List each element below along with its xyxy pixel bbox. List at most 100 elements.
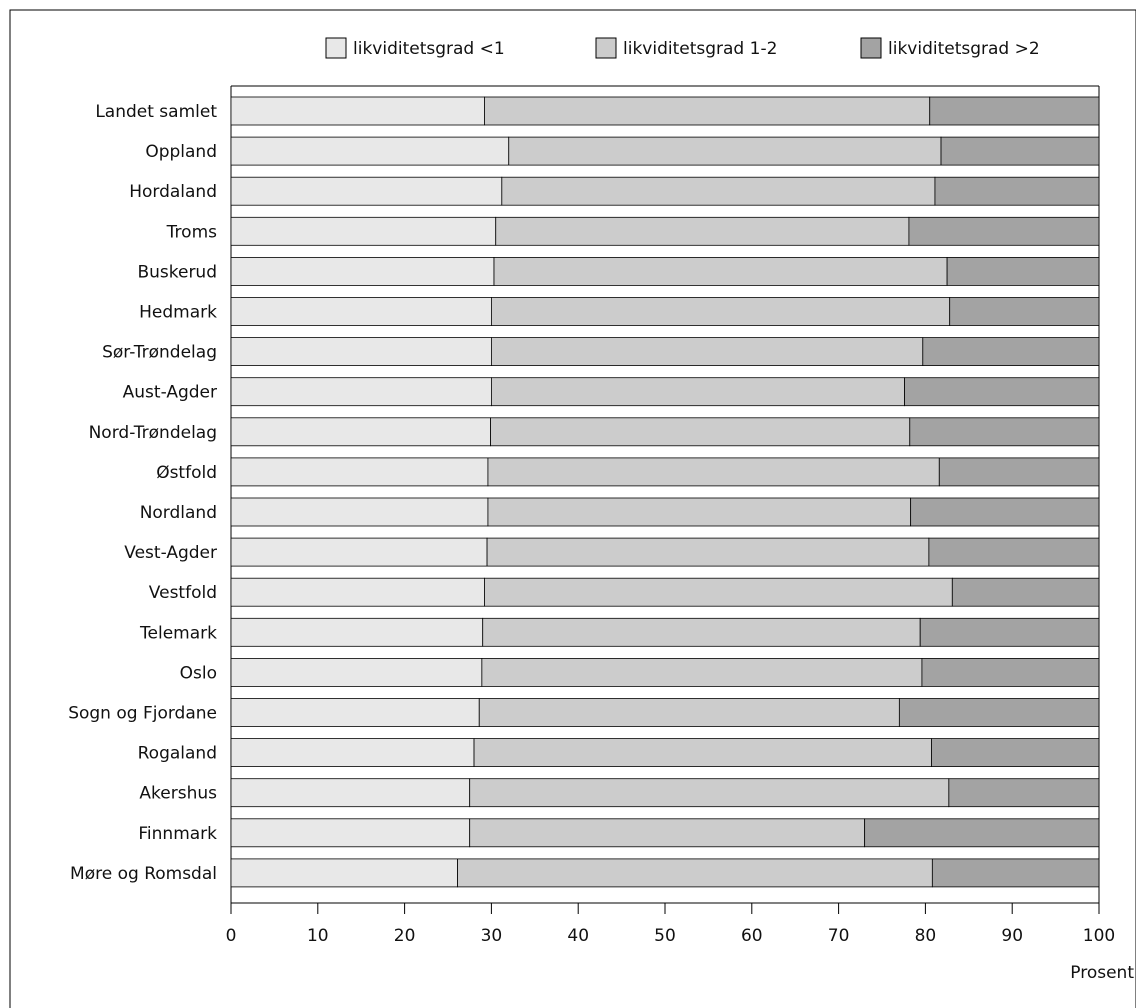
x-tick-label: 90 (1001, 926, 1023, 946)
bar-buskerud-series-1 (230, 256, 495, 286)
bar-akershus-series-1 (230, 778, 471, 808)
bar-møre-og-romsdal-series-2 (457, 858, 933, 888)
category-label: Troms (166, 222, 217, 242)
bar-møre-og-romsdal-series-1 (230, 858, 458, 888)
bar-sør-trøndelag-series-1 (230, 337, 492, 367)
bar-hordaland-series-2 (501, 176, 936, 206)
bar-rogaland-series-1 (230, 738, 475, 767)
category-label: Sør-Trøndelag (102, 343, 217, 363)
bar-nord-trøndelag-series-2 (490, 417, 911, 447)
category-label: Østfold (156, 463, 217, 483)
bar-nordland-series-1 (230, 497, 489, 527)
x-tick-label: 40 (567, 926, 589, 946)
bar-telemark-series-3 (919, 617, 1100, 647)
bar-vestfold-series-1 (230, 577, 485, 607)
bar-sogn-og-fjordane-series-2 (478, 698, 900, 727)
bar-rogaland-series-3 (931, 738, 1100, 767)
bar-telemark-series-2 (482, 617, 921, 647)
category-label: Nord-Trøndelag (89, 423, 217, 443)
category-label: Vestfold (149, 583, 217, 603)
legend-swatch (595, 37, 617, 59)
bar-oppland-series-3 (940, 136, 1100, 166)
legend-label: likviditetsgrad >2 (888, 39, 1040, 59)
category-label: Landet samlet (95, 102, 217, 122)
bar-akershus-series-2 (469, 778, 950, 808)
bar-troms-series-1 (230, 216, 497, 246)
legend-item-likviditetsgrad-lt1: likviditetsgrad <1 (325, 37, 505, 59)
bar-rogaland-series-2 (473, 738, 932, 767)
category-label: Vest-Agder (124, 543, 217, 563)
bar-sør-trøndelag-series-3 (922, 337, 1100, 367)
bar-buskerud-series-3 (946, 256, 1100, 286)
bar-aust-agder-series-2 (490, 377, 905, 407)
x-tick-label: 70 (828, 926, 850, 946)
category-label: Sogn og Fjordane (68, 704, 217, 724)
bar-akershus-series-3 (948, 778, 1100, 808)
legend-label: likviditetsgrad 1-2 (623, 39, 777, 59)
bar-finnmark-series-3 (864, 818, 1100, 848)
bar-nordland-series-2 (487, 497, 912, 527)
bar-telemark-series-1 (230, 617, 484, 647)
bar-hordaland-series-3 (934, 176, 1100, 206)
bar-troms-series-3 (908, 216, 1100, 246)
bar-vestfold-series-3 (951, 577, 1100, 607)
bar-hedmark-series-1 (230, 297, 492, 326)
bar-oppland-series-2 (508, 136, 942, 166)
bar-finnmark-series-1 (230, 818, 471, 848)
bar-oslo-series-2 (481, 658, 923, 687)
bar-landet-samlet-series-1 (230, 96, 485, 126)
x-tick-label: 60 (741, 926, 763, 946)
plot-area: Landet samlet Oppland Hordaland Troms Busker… (68, 85, 1115, 946)
bar-finnmark-series-2 (469, 818, 866, 848)
bar-troms-series-2 (495, 216, 910, 246)
x-tick-label: 20 (394, 926, 416, 946)
category-label: Rogaland (138, 744, 217, 764)
x-tick-label: 100 (1083, 926, 1115, 946)
category-label: Hordaland (129, 182, 217, 202)
bar-oslo-series-3 (921, 658, 1100, 687)
bar-vest-agder-series-2 (486, 537, 930, 567)
category-label: Buskerud (137, 262, 217, 282)
bar-sogn-og-fjordane-series-3 (898, 698, 1100, 727)
category-label: Aust-Agder (123, 383, 217, 403)
legend-item-likviditetsgrad-1-2: likviditetsgrad 1-2 (595, 37, 777, 59)
category-label: Møre og Romsdal (70, 864, 217, 884)
bar-østfold-series-1 (230, 457, 489, 487)
category-label: Nordland (140, 503, 217, 523)
category-label: Oppland (145, 142, 217, 162)
legend-swatch (325, 37, 347, 59)
bar-sogn-og-fjordane-series-1 (230, 698, 480, 727)
x-tick-label: 80 (915, 926, 937, 946)
bar-oslo-series-1 (230, 658, 483, 687)
bar-landet-samlet-series-2 (484, 96, 931, 126)
bar-vest-agder-series-1 (230, 537, 488, 567)
bar-aust-agder-series-1 (230, 377, 492, 407)
bar-nordland-series-3 (910, 497, 1100, 527)
x-tick-label: 10 (307, 926, 329, 946)
bar-møre-og-romsdal-series-3 (931, 858, 1100, 888)
bar-sør-trøndelag-series-2 (490, 337, 924, 367)
bar-hedmark-series-3 (949, 297, 1100, 326)
bar-oppland-series-1 (230, 136, 510, 166)
bar-østfold-series-2 (487, 457, 940, 487)
bar-hedmark-series-2 (490, 297, 951, 326)
bar-vestfold-series-2 (484, 577, 953, 607)
legend-item-likviditetsgrad-gt2: likviditetsgrad >2 (860, 37, 1040, 59)
bar-hordaland-series-1 (230, 176, 503, 206)
bar-østfold-series-3 (938, 457, 1100, 487)
legend-swatch (860, 37, 882, 59)
bar-nord-trøndelag-series-3 (909, 417, 1100, 447)
category-label: Finnmark (138, 824, 217, 844)
x-tick-label: 50 (654, 926, 676, 946)
x-tick-label: 0 (226, 926, 237, 946)
x-tick-label: 30 (481, 926, 503, 946)
category-label: Telemark (139, 623, 217, 643)
bar-buskerud-series-2 (493, 256, 948, 286)
category-label: Oslo (180, 663, 217, 683)
bar-landet-samlet-series-3 (929, 96, 1100, 126)
bar-vest-agder-series-3 (928, 537, 1100, 567)
bar-nord-trøndelag-series-1 (230, 417, 491, 447)
bar-aust-agder-series-3 (904, 377, 1100, 407)
legend: likviditetsgrad <1 likviditetsgrad 1-2 lik… (325, 37, 1040, 59)
